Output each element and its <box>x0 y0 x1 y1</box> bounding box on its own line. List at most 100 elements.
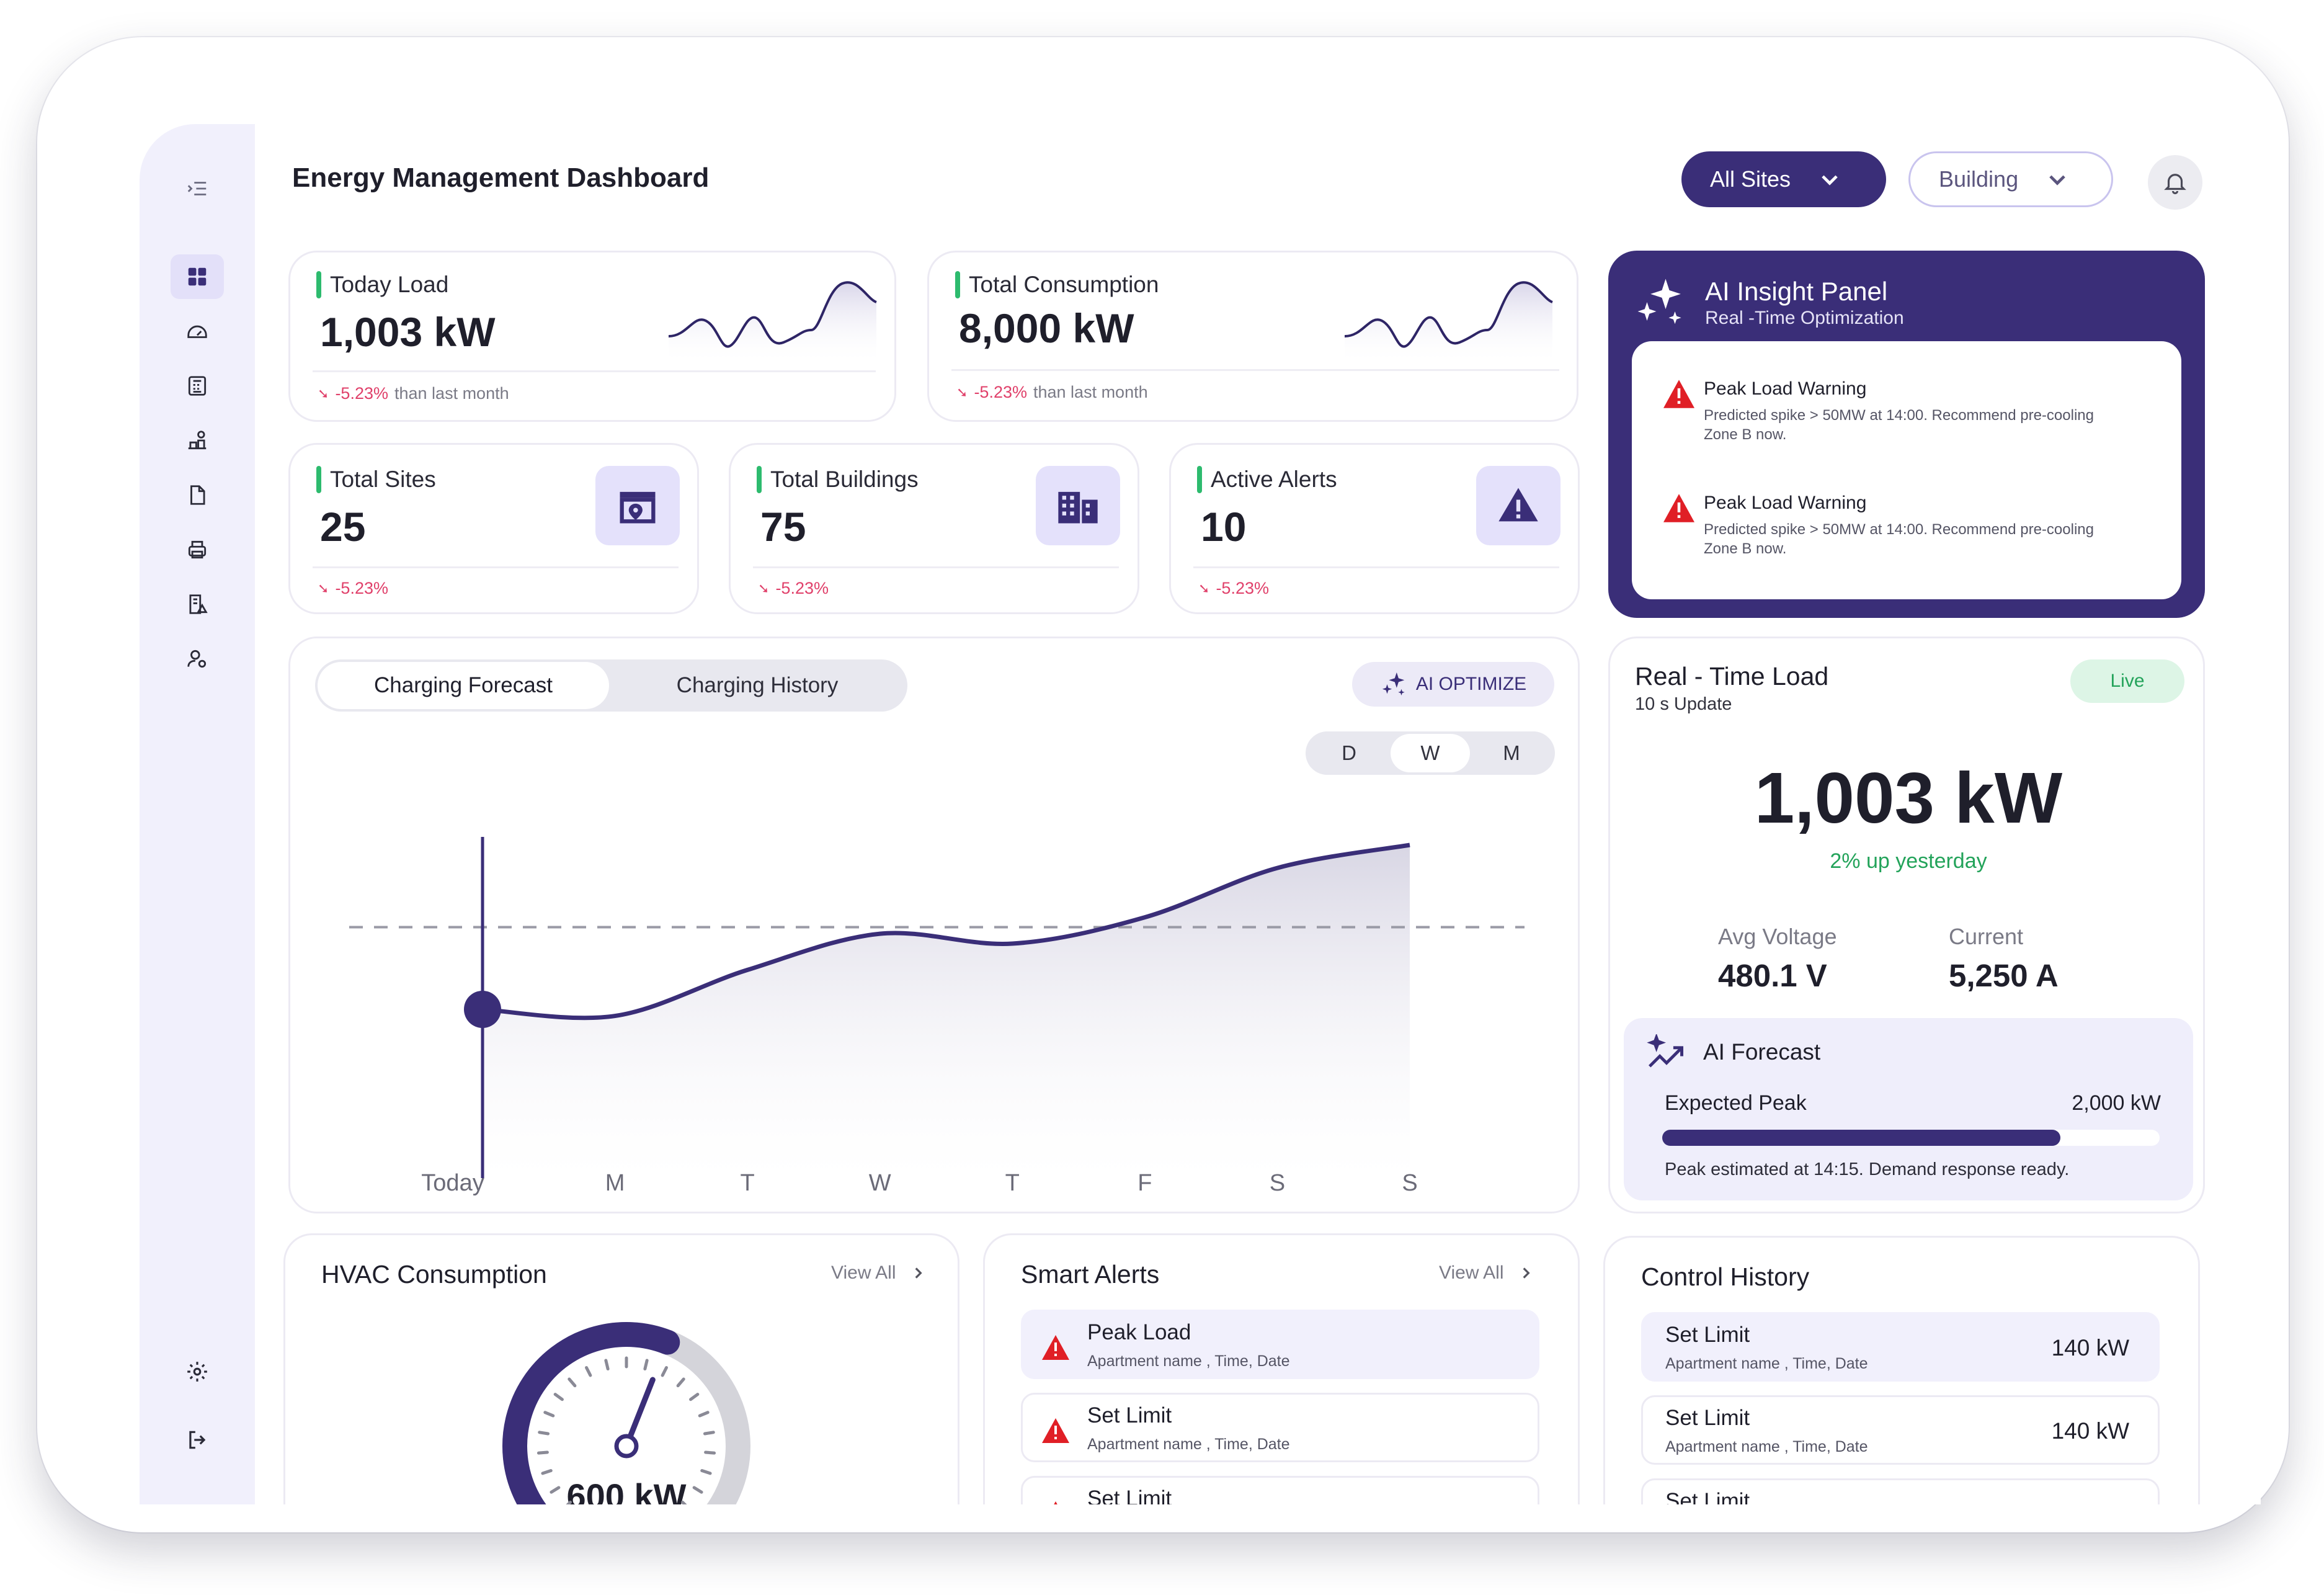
grid-icon <box>188 267 207 286</box>
warning-icon <box>1042 1418 1069 1443</box>
gauge-tick <box>553 1393 564 1401</box>
chevron-down-icon <box>1822 175 1838 185</box>
alert-title: Set Limit <box>1087 1486 1172 1504</box>
total-consumption-label: Total Consumption <box>955 271 1159 298</box>
sidebar-item-printer[interactable] <box>171 527 224 572</box>
x-tick-label: T <box>1005 1170 1020 1196</box>
gauge-tick <box>604 1359 610 1371</box>
x-tick-label: W <box>869 1170 891 1196</box>
ai-optimize-button[interactable]: AI OPTIMIZE <box>1352 662 1554 707</box>
notifications-button[interactable] <box>2148 155 2202 210</box>
total-buildings-card: Total Buildings 75 ➘ -5.23% <box>729 443 1139 614</box>
sidebar-item-dashboard[interactable] <box>171 254 224 299</box>
gauge-tick <box>538 1431 550 1436</box>
x-tick-label: F <box>1138 1170 1152 1196</box>
control-subtitle: Apartment name , Time, Date <box>1665 1438 1868 1455</box>
ai-panel-title: AI Insight Panel <box>1705 277 1888 306</box>
sidebar-item-gauge[interactable] <box>171 309 224 354</box>
gauge-tick <box>585 1365 592 1377</box>
gauge-tick <box>689 1393 700 1401</box>
ai-forecast-title: AI Forecast <box>1703 1039 1821 1065</box>
voltage-label: Avg Voltage <box>1718 924 1837 949</box>
alerts-tile <box>1476 466 1560 545</box>
table-row[interactable]: Set Limit <box>1641 1478 2160 1504</box>
current-label: Current <box>1949 924 2024 949</box>
realtime-subtitle: 10 s Update <box>1635 694 1732 714</box>
app-screen: Energy Management Dashboard All Sites Bu… <box>140 124 2261 1504</box>
today-load-value: 1,003 kW <box>320 309 496 355</box>
user-settings-icon <box>187 650 207 668</box>
sidebar-item-sites[interactable] <box>171 418 224 463</box>
settings-button[interactable] <box>171 1349 224 1394</box>
document-icon <box>190 485 205 505</box>
ai-optimize-label: AI OPTIMIZE <box>1415 674 1527 694</box>
expected-peak-track <box>1662 1130 2160 1146</box>
table-row[interactable]: Set Limit Apartment name , Time, Date 14… <box>1641 1312 2160 1382</box>
logout-icon <box>189 1431 206 1449</box>
gauge-tick <box>700 1469 712 1475</box>
tab-charging-history[interactable]: Charging History <box>676 673 839 697</box>
active-alerts-value: 10 <box>1201 504 1247 550</box>
list-item[interactable]: Set Limit Apartment name , Time, Date <box>1021 1393 1539 1462</box>
trend-down-icon: ➘ <box>758 580 770 596</box>
gauge-fill <box>502 1322 680 1504</box>
warning-title: Peak Load Warning <box>1704 493 1867 513</box>
list-item[interactable]: Peak Load Apartment name , Time, Date <box>1021 1310 1539 1379</box>
trend-down-icon: ➘ <box>318 385 329 401</box>
site-filter-dropdown[interactable]: All Sites <box>1681 151 1886 207</box>
sparkles-icon <box>1637 279 1681 324</box>
trend-down-icon: ➘ <box>318 580 329 596</box>
period-m[interactable]: M <box>1503 741 1520 764</box>
warning-text: Predicted spike > 50MW at 14:00. Recomme… <box>1704 407 2094 443</box>
realtime-value: 1,003 kW <box>1754 757 2063 838</box>
warning-icon <box>1042 1335 1069 1360</box>
printer-icon <box>188 540 207 559</box>
alert-subtitle: Apartment name , Time, Date <box>1087 1352 1290 1370</box>
bell-icon <box>2164 174 2186 195</box>
period-d[interactable]: D <box>1342 741 1356 764</box>
hvac-view-all-link[interactable]: View All <box>831 1262 926 1284</box>
total-consumption-value: 8,000 kW <box>959 305 1134 351</box>
expected-peak-fill <box>1662 1130 2060 1146</box>
x-tick-label: S <box>1270 1170 1285 1196</box>
gauge-tick <box>566 1501 572 1504</box>
sidebar-item-reports[interactable] <box>171 364 224 408</box>
control-value: 140 kW <box>2051 1418 2129 1444</box>
warning-icon <box>1054 1501 1057 1504</box>
tab-charging-forecast[interactable]: Charging Forecast <box>318 662 609 709</box>
total-sites-label: Total Sites <box>316 466 436 493</box>
live-badge: Live <box>2070 659 2184 703</box>
ai-forecast-box: AI Forecast Expected Peak 2,000 kW Peak … <box>1624 1018 2193 1200</box>
control-title: Set Limit <box>1665 1489 1750 1504</box>
sidebar-item-users[interactable] <box>171 637 224 681</box>
trend-sparkle-icon <box>1647 1034 1683 1068</box>
realtime-change: 2% up yesterday <box>1830 849 1987 873</box>
collapse-menu-icon[interactable] <box>171 166 224 211</box>
expected-peak-value: 2,000 kW <box>2072 1091 2161 1115</box>
building-filter-dropdown[interactable]: Building <box>1908 151 2113 207</box>
total-sites-delta: ➘ -5.23% <box>318 579 388 597</box>
sidebar-item-documents[interactable] <box>171 473 224 517</box>
active-alerts-label: Active Alerts <box>1197 466 1337 493</box>
gauge-hub <box>614 1434 639 1459</box>
x-tick-label: T <box>741 1170 755 1196</box>
sidebar-item-analytics[interactable] <box>171 582 224 627</box>
chevron-right-icon <box>915 1267 922 1279</box>
data-point <box>464 991 501 1028</box>
current-value: 5,250 A <box>1949 958 2059 993</box>
control-title: Set Limit <box>1665 1323 1750 1347</box>
smart-alerts-view-all-link[interactable]: View All <box>1439 1262 1534 1284</box>
warning-icon <box>1663 380 1694 408</box>
table-row[interactable]: Set Limit Apartment name , Time, Date 14… <box>1641 1395 2160 1465</box>
voltage-value: 480.1 V <box>1718 958 1827 993</box>
period-w[interactable]: W <box>1391 734 1470 772</box>
gauge-tick <box>543 1411 555 1418</box>
logout-button[interactable] <box>171 1418 224 1462</box>
x-tick-label: Today <box>421 1170 484 1196</box>
today-load-label: Today Load <box>316 271 448 298</box>
today-load-delta: ➘ -5.23% than last month <box>318 384 509 403</box>
active-alerts-delta: ➘ -5.23% <box>1198 579 1269 597</box>
realtime-load-card: Real - Time Load 10 s Update Live 1,003 … <box>1608 637 2205 1213</box>
list-item[interactable]: Set Limit <box>1021 1476 1539 1504</box>
gauge-tick <box>692 1486 703 1494</box>
